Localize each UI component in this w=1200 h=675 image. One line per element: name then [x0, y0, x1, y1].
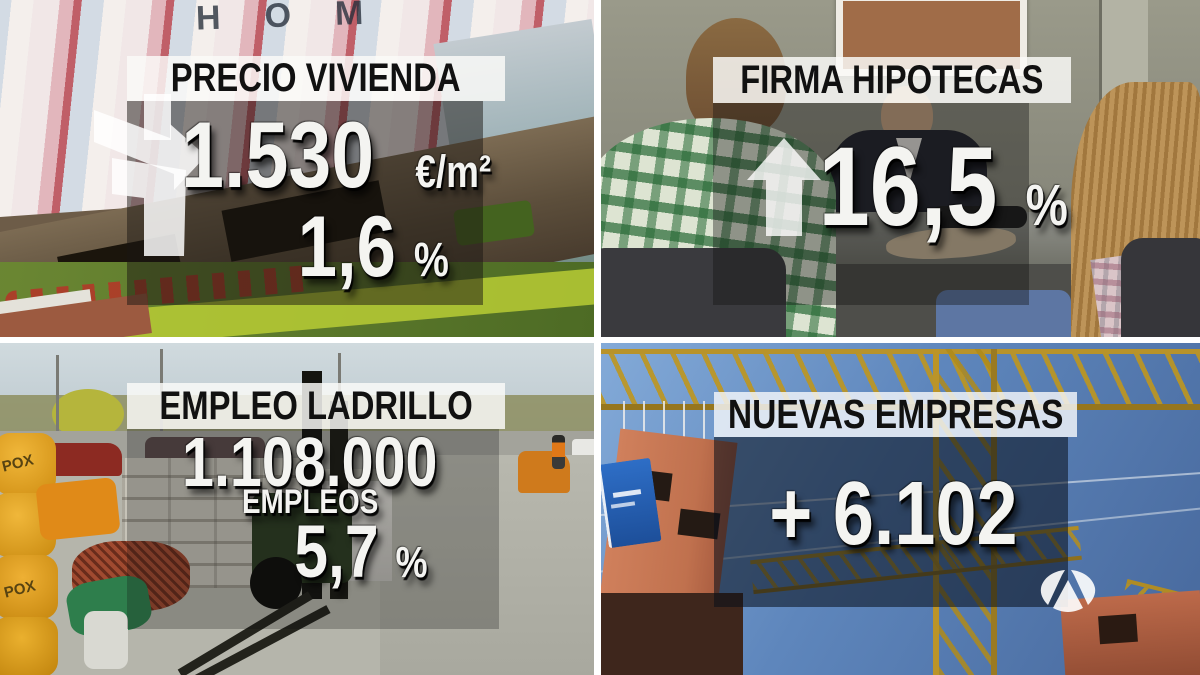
trend-down-icon	[92, 94, 212, 260]
trend-up-icon	[747, 138, 821, 236]
title-band: PRECIO VIVIENDA	[127, 56, 505, 101]
stat-change: 16,5	[818, 124, 998, 249]
quadrant-title: NUEVAS EMPRESAS	[727, 391, 1064, 437]
stat-change-unit: %	[395, 538, 428, 587]
quadrant-precio-vivienda: HOM PRECIO VIVIENDA 1.530 €/m² 1,6	[0, 0, 594, 337]
stat-panel-dark	[127, 101, 483, 305]
photo-white-sack	[84, 611, 128, 669]
quadrant-title: FIRMA HIPOTECAS	[740, 57, 1044, 102]
stat-value-label-text: EMPLEOS	[241, 483, 379, 521]
stat-value: + 6.102	[768, 464, 1018, 564]
stat-value-line: 1.530 €/m²	[170, 102, 492, 207]
photo-chair-left	[601, 248, 786, 337]
stat-change-line: 16,5 %	[816, 124, 1068, 249]
quadrant-firma-hipotecas: FIRMA HIPOTECAS 16,5 %	[601, 0, 1200, 337]
antena-3-logo	[1038, 568, 1098, 612]
stat-panel-dark	[127, 429, 499, 629]
photo-orange-tarp	[35, 476, 121, 542]
photo-building-window	[1098, 613, 1138, 645]
stat-value-label: EMPLEOS	[140, 485, 480, 519]
stat-change: 1,6	[297, 199, 396, 295]
photo-chair-right	[1121, 238, 1200, 337]
stat-change: 5,7	[294, 510, 379, 593]
quadrant-empleo-ladrillo: POX POX EMPLEO LADRILLO 1.108.000 EMPLEO…	[0, 343, 594, 675]
stat-unit: €/m²	[415, 146, 492, 197]
stat-change-unit: %	[1025, 173, 1069, 238]
title-band: FIRMA HIPOTECAS	[713, 57, 1071, 103]
stat-change-unit: %	[414, 234, 450, 287]
stat-value: 1.530	[181, 102, 375, 207]
quadrant-title: EMPLEO LADRILLO	[159, 383, 473, 428]
stat-change-line: 5,7 %	[238, 515, 478, 589]
stat-value-line: 1.108.000	[140, 427, 480, 497]
stat-value: 1.108.000	[182, 423, 438, 501]
photo-desk-phone	[931, 206, 1027, 228]
photo-orange-bale	[0, 555, 58, 619]
stat-panel-dark	[713, 103, 1029, 305]
photo-light-pole	[56, 355, 59, 435]
photo-orange-bale	[0, 617, 58, 675]
stat-change-line: 1,6 %	[250, 204, 490, 290]
stat-panel-dark	[714, 437, 1068, 607]
photo-worker-vest	[552, 435, 565, 469]
photo-jeans	[936, 290, 1071, 337]
quadrant-nuevas-empresas: NUEVAS EMPRESAS + 6.102	[601, 343, 1200, 675]
title-band: EMPLEO LADRILLO	[127, 383, 505, 429]
quadrant-title: PRECIO VIVIENDA	[171, 56, 461, 100]
stat-value-line: + 6.102	[723, 469, 1063, 559]
title-band: NUEVAS EMPRESAS	[714, 391, 1077, 437]
photo-yellow-bush	[52, 389, 124, 439]
